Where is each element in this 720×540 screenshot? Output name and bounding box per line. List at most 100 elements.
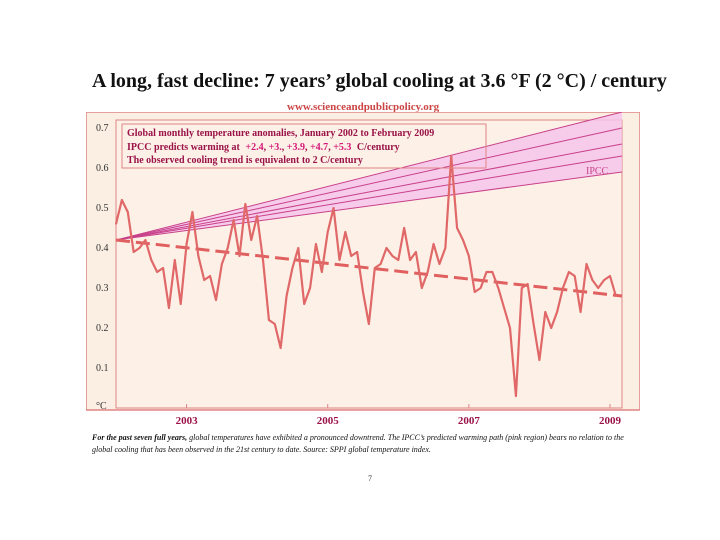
temperature-chart: 0.10.20.30.40.50.60.7 °C 2003 2005 2007 200…	[86, 112, 640, 427]
series-point	[373, 267, 376, 269]
legend-rate-2: +3.	[269, 142, 283, 153]
series-point	[397, 259, 400, 261]
series-point	[244, 203, 247, 205]
series-point	[568, 271, 570, 273]
legend-line-1: Global monthly temperature anomalies, Ja…	[127, 128, 434, 139]
legend-rate-sep: ,	[264, 142, 269, 153]
series-point	[473, 291, 476, 293]
series-point	[156, 271, 158, 273]
series-point	[197, 255, 200, 257]
series-point	[179, 303, 182, 305]
series-point	[121, 199, 123, 201]
series-point	[332, 207, 335, 209]
series-point	[520, 287, 523, 289]
series-point	[150, 259, 153, 261]
series-point	[168, 307, 170, 309]
page-number: 7	[368, 474, 372, 483]
series-point	[426, 271, 429, 273]
ipcc-projection-line-1	[115, 171, 623, 241]
series-point	[144, 239, 147, 241]
series-point	[344, 231, 347, 233]
series-point	[550, 327, 553, 329]
series-point	[273, 323, 276, 325]
series-point	[238, 255, 241, 257]
series-point	[450, 155, 453, 157]
series-point	[203, 279, 206, 281]
temperature-series-points	[115, 155, 617, 397]
series-point	[479, 287, 482, 289]
series-point	[362, 291, 364, 293]
series-point	[403, 227, 405, 229]
x-tick-label: 2003	[176, 415, 199, 427]
series-point	[356, 251, 358, 253]
series-point	[585, 263, 588, 265]
ipcc-projection-line-4	[115, 127, 623, 241]
series-point	[250, 239, 253, 241]
ipcc-band-label: IPCC	[586, 166, 609, 177]
figure-caption: For the past seven full years, global te…	[92, 432, 642, 456]
series-point	[285, 295, 288, 297]
series-point	[485, 271, 488, 273]
y-tick-label: 0.3	[96, 283, 109, 294]
x-axis: 2003 2005 2007 2009	[176, 404, 622, 427]
temperature-series-line	[114, 154, 617, 398]
series-point	[226, 247, 229, 249]
series-point	[444, 247, 447, 249]
series-point	[432, 243, 435, 245]
series-point	[532, 323, 535, 325]
ipcc-projection-lines	[115, 112, 623, 241]
legend-rate-sep: ,	[282, 142, 287, 153]
trend-line	[115, 238, 623, 298]
series-point	[256, 215, 258, 217]
series-point	[115, 223, 117, 225]
series-point	[562, 287, 564, 289]
series-point	[303, 303, 306, 305]
source-url: www.scienceandpublicpolicy.org	[287, 101, 440, 113]
x-tick-label: 2007	[458, 415, 481, 427]
series-point	[350, 255, 353, 257]
series-point	[456, 227, 458, 229]
ipcc-projection-line-5	[115, 112, 623, 241]
legend-line-3: The observed cooling trend is equivalent…	[127, 155, 363, 166]
y-tick-label: 0.1	[96, 363, 109, 374]
series-point	[573, 275, 576, 277]
series-point	[326, 231, 329, 233]
series-point	[591, 279, 594, 281]
series-point	[138, 247, 141, 249]
series-point	[232, 219, 235, 221]
series-point	[497, 287, 500, 289]
y-axis-unit-label: °C	[96, 401, 107, 412]
series-point	[268, 319, 270, 321]
legend-frame	[121, 123, 487, 169]
legend-line-2: IPCC predicts warming at +2.4, +3., +3.9…	[127, 142, 400, 153]
series-point	[603, 279, 605, 281]
series-point	[368, 323, 370, 325]
legend-rate-sep: ,	[305, 142, 310, 153]
series-point	[297, 247, 300, 249]
series-point	[544, 311, 547, 313]
series-point	[509, 327, 511, 329]
series-point	[185, 243, 188, 245]
series-point	[132, 251, 135, 253]
series-point	[338, 259, 341, 261]
series-point	[556, 311, 558, 313]
y-tick-label: 0.5	[96, 203, 109, 214]
series-point	[291, 267, 294, 269]
caption-lead: For the past seven full years,	[92, 433, 188, 442]
y-tick-label: 0.4	[96, 243, 109, 254]
series-point	[491, 271, 494, 273]
series-point	[462, 239, 464, 241]
series-point	[438, 263, 441, 265]
ipcc-projection-line-2	[115, 155, 623, 241]
ipcc-projection-line-3	[115, 143, 623, 241]
series-point	[385, 247, 388, 249]
series-point	[162, 267, 164, 269]
series-point	[468, 255, 470, 257]
y-axis: 0.1 0.2 0.3 0.4 0.5 0.6 0.7	[96, 123, 109, 374]
series-point	[173, 259, 176, 261]
series-point	[262, 259, 264, 261]
series-point	[503, 307, 505, 309]
series-point	[615, 295, 617, 297]
series-point	[391, 255, 394, 257]
series-point	[579, 311, 582, 313]
